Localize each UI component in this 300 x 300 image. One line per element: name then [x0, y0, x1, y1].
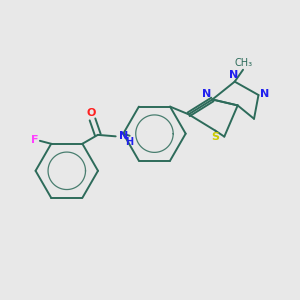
Text: H: H	[125, 137, 133, 147]
Text: N: N	[118, 131, 128, 141]
Text: N: N	[202, 89, 212, 99]
Text: S: S	[211, 132, 219, 142]
Text: N: N	[260, 88, 270, 98]
Text: N: N	[229, 70, 238, 80]
Text: O: O	[86, 109, 96, 118]
Text: F: F	[31, 135, 38, 145]
Text: CH₃: CH₃	[235, 58, 253, 68]
